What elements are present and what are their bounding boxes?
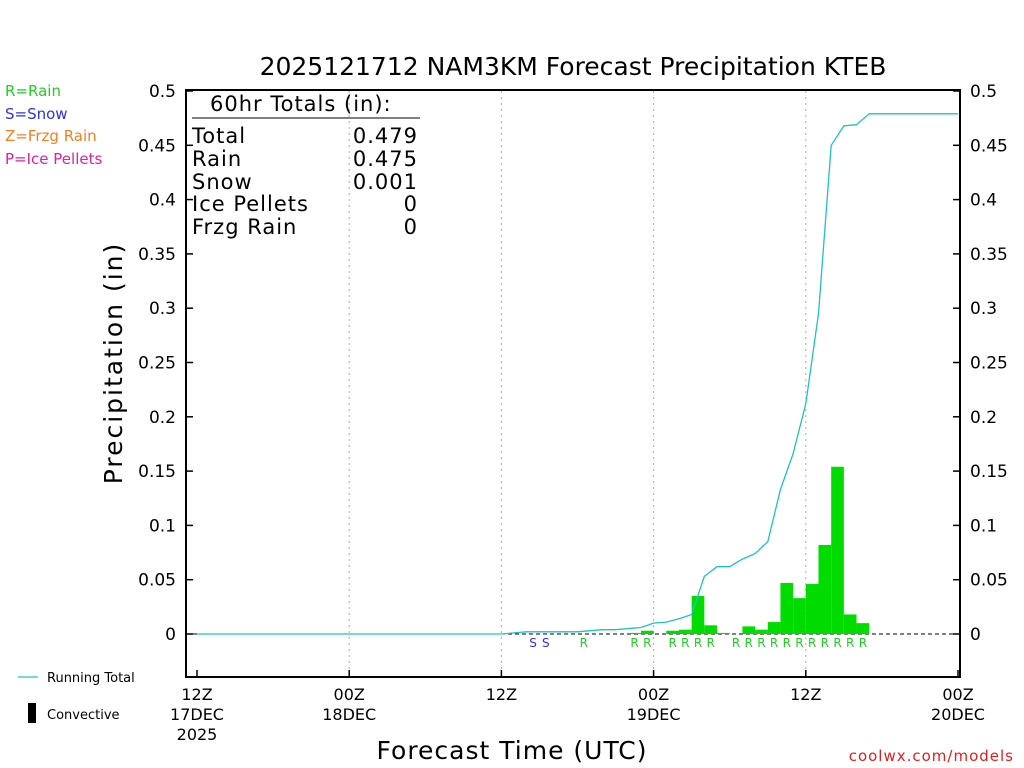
ptype-marker: R (859, 636, 867, 650)
totals-heading: 60hr Totals (in): (210, 92, 392, 116)
credit-text: coolwx.com/models (849, 747, 1014, 765)
precip-bar (755, 629, 768, 634)
precip-bar (780, 582, 794, 634)
precip-bar (818, 544, 832, 634)
precip-bar (856, 623, 870, 634)
y-tick-label-left: 0.3 (149, 299, 176, 319)
y-tick-label-left: 0.15 (138, 462, 176, 482)
ptype-marker: R (630, 636, 638, 650)
ptype-marker: R (732, 636, 740, 650)
ptype-marker: R (808, 636, 816, 650)
ptype-marker: R (795, 636, 803, 650)
ptype-marker: R (681, 636, 689, 650)
y-tick-label-right: 0.05 (970, 571, 1008, 591)
y-tick-label-left: 0.35 (138, 245, 176, 265)
totals-rain-value: 0.475 (353, 147, 418, 171)
precip-bar (717, 632, 730, 634)
x-tick-label: 00Z (638, 685, 669, 704)
y-tick-label-left: 0.2 (149, 408, 176, 428)
ptype-marker: S (529, 636, 537, 650)
totals-rain-label: Rain (192, 147, 242, 171)
legend-snow: S=Snow (5, 105, 68, 123)
totals-snow-label: Snow (192, 170, 253, 194)
ptype-marker: R (745, 636, 753, 650)
y-tick-label-right: 0 (970, 625, 981, 645)
totals-ice-pellets-label: Ice Pellets (192, 192, 309, 216)
precip-bar (704, 625, 718, 634)
convective-legend-swatch (28, 703, 36, 723)
y-tick-label-left: 0.4 (149, 191, 176, 211)
running-total-legend-label: Running Total (47, 671, 135, 686)
x-tick-label: 19DEC (627, 705, 681, 724)
precip-bar (628, 632, 641, 634)
x-tick-label: 12Z (181, 685, 212, 704)
x-tick-label: 20DEC (931, 705, 985, 724)
totals-frzg-rain-value: 0 (404, 215, 418, 239)
legend-rain: R=Rain (5, 82, 61, 100)
x-tick-label: 17DEC (170, 705, 224, 724)
chart-title: 2025121712 NAM3KM Forecast Precipitation… (260, 52, 887, 81)
ptype-marker: S (542, 636, 550, 650)
y-tick-label-right: 0.45 (970, 136, 1008, 156)
y-tick-label-left: 0.25 (138, 354, 176, 374)
ptype-marker: R (757, 636, 765, 650)
totals-total-label: Total (191, 124, 246, 148)
precip-bar (691, 595, 705, 634)
precip-bar (805, 584, 819, 634)
y-tick-label-left: 0.05 (138, 571, 176, 591)
legend-ice-pellets: P=Ice Pellets (5, 150, 102, 168)
ptype-marker: R (668, 636, 676, 650)
plot-frame (185, 89, 961, 678)
x-tick-label: 2025 (177, 725, 218, 744)
y-tick-label-right: 0.5 (970, 82, 997, 102)
y-tick-label-right: 0.35 (970, 245, 1008, 265)
legend-frzg-rain: Z=Frzg Rain (5, 127, 97, 145)
totals-snow-value: 0.001 (353, 170, 418, 194)
x-tick-label: 18DEC (322, 705, 376, 724)
ptype-marker: R (770, 636, 778, 650)
convective-legend-label: Convective (47, 708, 120, 723)
precip-bar (831, 466, 844, 634)
y-axis-label: Precipitation (in) (99, 242, 128, 485)
totals-box: 60hr Totals (in): Total 0.479 Rain 0.475… (191, 92, 420, 239)
precip-bar (666, 630, 679, 634)
ptype-marker: R (821, 636, 829, 650)
ptype-marker: R (833, 636, 841, 650)
x-axis-label: Forecast Time (UTC) (377, 736, 648, 765)
x-tick-label: 00Z (334, 685, 365, 704)
ptype-marker: R (694, 636, 702, 650)
y-tick-label-right: 0.3 (970, 299, 997, 319)
y-tick-label-left: 0.1 (149, 516, 176, 536)
ptype-marker: R (643, 636, 651, 650)
ptype-marker: R (707, 636, 715, 650)
precip-bar (843, 614, 857, 634)
ptype-marker: R (783, 636, 791, 650)
y-tick-label-right: 0.2 (970, 408, 997, 428)
y-tick-label-right: 0.15 (970, 462, 1008, 482)
precip-bar (767, 622, 781, 634)
precip-bar (678, 629, 692, 634)
y-tick-label-left: 0.5 (149, 82, 176, 102)
y-tick-label-right: 0.4 (970, 191, 997, 211)
running-total-line (197, 113, 958, 635)
series-legend: Running Total Convective (18, 671, 135, 723)
ptype-marker: R (580, 636, 588, 650)
ptype-marker: R (846, 636, 854, 650)
y-tick-label-right: 0.1 (970, 516, 997, 536)
precip-bar (742, 626, 756, 634)
precip-bar (793, 598, 806, 634)
y-tick-label-right: 0.25 (970, 354, 1008, 374)
totals-total-value: 0.479 (353, 124, 418, 148)
totals-ice-pellets-value: 0 (404, 192, 418, 216)
x-tick-label: 00Z (942, 685, 973, 704)
y-tick-label-left: 0 (165, 625, 176, 645)
y-tick-label-left: 0.45 (138, 136, 176, 156)
totals-frzg-rain-label: Frzg Rain (192, 215, 297, 239)
precip-bar (640, 630, 654, 634)
x-tick-label: 12Z (790, 685, 821, 704)
x-tick-label: 12Z (486, 685, 517, 704)
ptype-legend: R=Rain S=Snow Z=Frzg Rain P=Ice Pellets (5, 82, 102, 168)
